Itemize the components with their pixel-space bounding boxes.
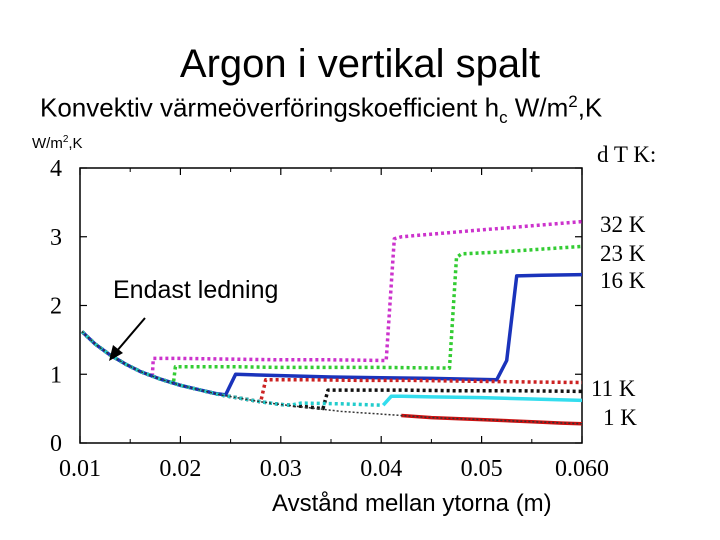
tick-label-layer: 0.01 0.02 0.03 0.04 0.05 0.060 0 1 2 3 4 [50,156,609,482]
x-tick-label: 0.01 [59,456,101,482]
subtitle-end: ,K [577,92,603,123]
ylabel-superscript: 2 [62,134,69,145]
x-tick-label: 0.03 [260,456,302,482]
series-line-1k [401,413,583,426]
y-axis-label: W/m2,K [32,134,83,152]
y-tick-label: 2 [50,294,62,320]
annotation-arrow-shaft [115,317,146,353]
series-line-5 [80,330,583,411]
subtitle-main: Konvektiv värmeöverföringskoefficient h [40,92,500,123]
legend-label-11k: 11 K [591,376,636,401]
chart-subtitle: Konvektiv värmeöverföringskoefficient hc… [40,92,602,128]
x-axis-label: Avstånd mellan ytorna (m) [272,490,552,517]
annotation-conduction-only: Endast ledning [113,276,279,304]
ylabel-end: ,K [68,135,83,152]
annotation-arrow-layer [109,317,146,361]
plot-axes [79,167,583,444]
y-tick-label: 0 [50,431,62,457]
x-tick-label: 0.060 [555,456,609,482]
series-line-7 [381,394,583,407]
plot-frame [79,167,583,444]
y-tick-label: 1 [50,362,62,388]
legend-label-16k: 16 K [600,268,646,293]
series-line-16k [80,272,583,397]
x-tick-label: 0.04 [360,456,402,482]
legend-label-32k: 32 K [600,212,646,237]
legend-label-1k: 1 K [603,405,637,430]
y-tick-label: 4 [50,156,62,182]
subtitle-unit: W/m [507,92,569,123]
annotation-arrow-head [109,345,123,361]
ylabel-main: W/m [32,135,63,152]
subtitle-subscript: c [499,107,508,127]
x-tick-label: 0.02 [159,456,201,482]
y-tick-label: 3 [50,225,62,251]
legend-label-23k: 23 K [600,241,646,266]
legend-title: d T K: [597,142,657,167]
series-layer [80,219,583,426]
x-tick-label: 0.05 [461,456,503,482]
chart-title: Argon i vertikal spalt [179,42,541,86]
subtitle-superscript: 2 [568,92,578,111]
